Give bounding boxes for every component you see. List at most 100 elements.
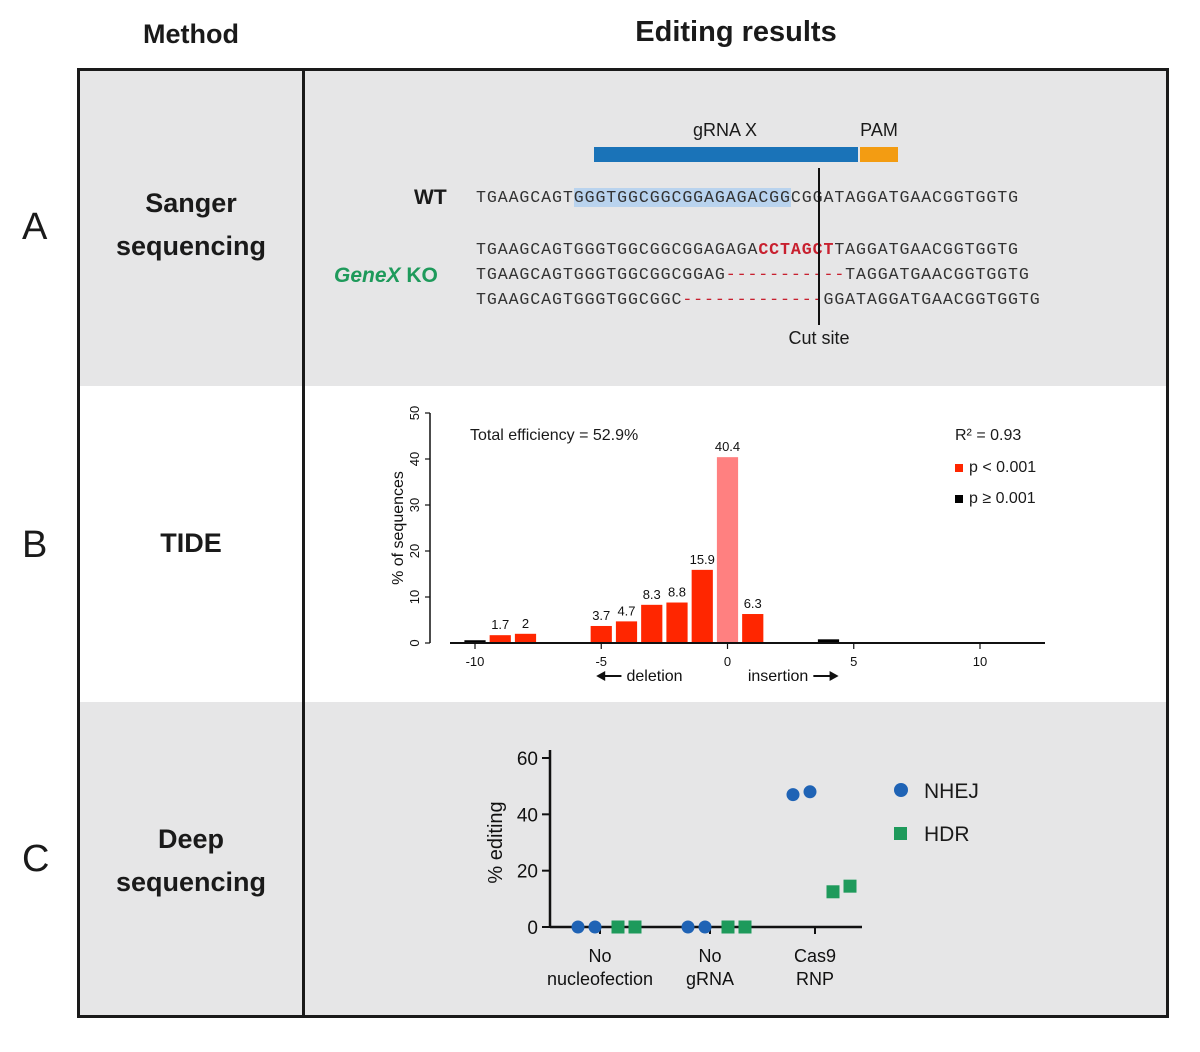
tide-bar-label: 8.8 (668, 585, 686, 600)
column-divider (302, 71, 305, 1015)
seq-segment: TAGGATGAACGGTGGTG (834, 240, 1019, 259)
deletion-segment: ----------- (725, 265, 846, 284)
deep-x-tick-label: gRNA (686, 969, 734, 989)
method-label-deep: Deep sequencing (80, 818, 302, 904)
tide-bar-label: 2 (522, 616, 529, 631)
deep-legend-hdr: HDR (894, 823, 970, 847)
legend-label: NHEJ (924, 780, 979, 803)
pam-label: PAM (860, 120, 898, 140)
row-a-background (80, 71, 1166, 386)
deep-x-tick-label: No (698, 946, 721, 966)
nhej-point (698, 920, 712, 934)
nhej-point (786, 788, 800, 802)
tide-bar-label: 1.7 (491, 617, 509, 632)
row-c-background (80, 702, 1166, 1015)
tide-bar (464, 640, 486, 643)
tide-bar-label: 40.4 (715, 439, 740, 454)
method-line: sequencing (115, 867, 267, 897)
nhej-point (588, 920, 602, 934)
method-line: sequencing (115, 231, 267, 261)
tide-bar (641, 604, 663, 643)
tide-bar-label: 15.9 (690, 552, 715, 567)
hdr-point (826, 885, 840, 899)
tide-bar-label: 6.3 (744, 596, 762, 611)
deletion-arrow-head (596, 671, 606, 681)
tide-bar (742, 614, 764, 643)
tide-bar-label: 4.7 (617, 603, 635, 618)
tide-y-tick-label: 20 (407, 544, 422, 558)
tide-x-tick-label: 5 (850, 654, 857, 669)
wt-sequence: TGAAGCAGTGGGTGGCGGCGGAGAGACGGCGGATAGGATG… (476, 188, 1019, 207)
tide-efficiency-annotation: Total efficiency = 52.9% (470, 427, 639, 444)
tide-bar-label: 3.7 (592, 608, 610, 623)
insertion-arrow-head (829, 671, 839, 681)
nhej-marker-icon (894, 783, 908, 797)
row-b-background (80, 386, 1166, 702)
deep-chart: 0 20 40 60 % editing No nucleofection No gRNA Cas… (485, 749, 862, 989)
hdr-point (738, 920, 752, 934)
seq-segment: TGAAGCAGTGGGTGGCGGCGGAG (476, 265, 726, 284)
legend-label: HDR (924, 823, 970, 846)
tide-x-tick-label: -10 (466, 654, 485, 669)
tide-bar (590, 625, 612, 643)
deep-x-tick-label: nucleofection (547, 969, 653, 989)
tide-legend-sig: p < 0.001 (955, 459, 1036, 477)
pam-bar (860, 147, 898, 162)
hdr-point (611, 920, 625, 934)
tide-y-tick-label: 50 (407, 406, 422, 420)
nhej-point (803, 785, 817, 799)
tide-bar (489, 635, 511, 643)
hdr-marker-icon (894, 827, 907, 840)
method-line: TIDE (160, 528, 222, 558)
table-frame (77, 68, 1169, 1018)
deep-x-tick-label: RNP (796, 969, 834, 989)
deep-y-tick-label: 0 (527, 918, 538, 939)
seq-segment: TGAAGCAGTGGGTGGCGGCGGAGAGA (476, 240, 759, 259)
tide-bar (514, 633, 537, 643)
tide-bar (691, 569, 713, 643)
ko-suffix: KO (400, 264, 438, 287)
nhej-point (571, 920, 585, 934)
tide-bar (615, 621, 638, 643)
row-letter-a: A (22, 206, 48, 248)
grna-bar (594, 147, 858, 162)
method-line: Sanger (145, 188, 237, 218)
hdr-point (843, 879, 857, 893)
cut-site-label: Cut site (788, 328, 850, 348)
legend-swatch-black (955, 495, 963, 503)
deep-y-tick-label: 40 (517, 805, 538, 826)
deletion-label: deletion (627, 668, 683, 685)
tide-y-axis-label: % of sequences (390, 471, 407, 585)
gene-name: GeneX (334, 264, 401, 287)
deep-y-tick-label: 20 (517, 862, 538, 883)
hdr-point (721, 920, 735, 934)
deep-x-tick-label: Cas9 (794, 946, 836, 966)
ko-sequence-3: TGAAGCAGTGGGTGGCGGC-------------GGATAGGA… (476, 290, 1041, 309)
hdr-point (628, 920, 642, 934)
ko-sequence-2: TGAAGCAGTGGGTGGCGGCGGAG-----------TAGGAT… (476, 265, 1030, 284)
nhej-point (681, 920, 695, 934)
grna-highlight: GGGTGGCGGCGGAGAGACGG (573, 188, 791, 207)
seq-segment: TGAAGCAGTGGGTGGCGGC (476, 290, 683, 309)
tide-x-tick-label: 0 (724, 654, 731, 669)
row-letter-b: B (22, 524, 48, 566)
tide-bar (716, 457, 739, 643)
seq-segment: TGAAGCAGT (476, 188, 574, 207)
insertion-label: insertion (748, 668, 808, 685)
insertion-segment: CCTAGCT (758, 240, 835, 259)
deep-legend-nhej: NHEJ (894, 780, 979, 804)
tide-chart: 1.7 23.7 4.78.3 8.815.940.46.3 01020304050-… (390, 406, 1045, 685)
deletion-segment: ------------- (682, 290, 824, 309)
tide-bar-label: 8.3 (643, 587, 661, 602)
legend-label: p < 0.001 (969, 459, 1037, 476)
deep-y-tick-label: 60 (517, 749, 538, 770)
tide-y-tick-label: 30 (407, 498, 422, 512)
tide-x-tick-label: -5 (595, 654, 607, 669)
seq-segment: TAGGATGAACGGTGGTG (845, 265, 1030, 284)
ko-sequence-1: TGAAGCAGTGGGTGGCGGCGGAGAGACCTAGCTTAGGATG… (476, 240, 1019, 259)
deep-y-axis-label: % editing (485, 801, 507, 883)
legend-swatch-red (955, 464, 963, 472)
cut-site-line (818, 168, 820, 325)
grna-label: gRNA X (692, 120, 758, 140)
seq-segment: GGATAGGATGAACGGTGGTG (823, 290, 1041, 309)
